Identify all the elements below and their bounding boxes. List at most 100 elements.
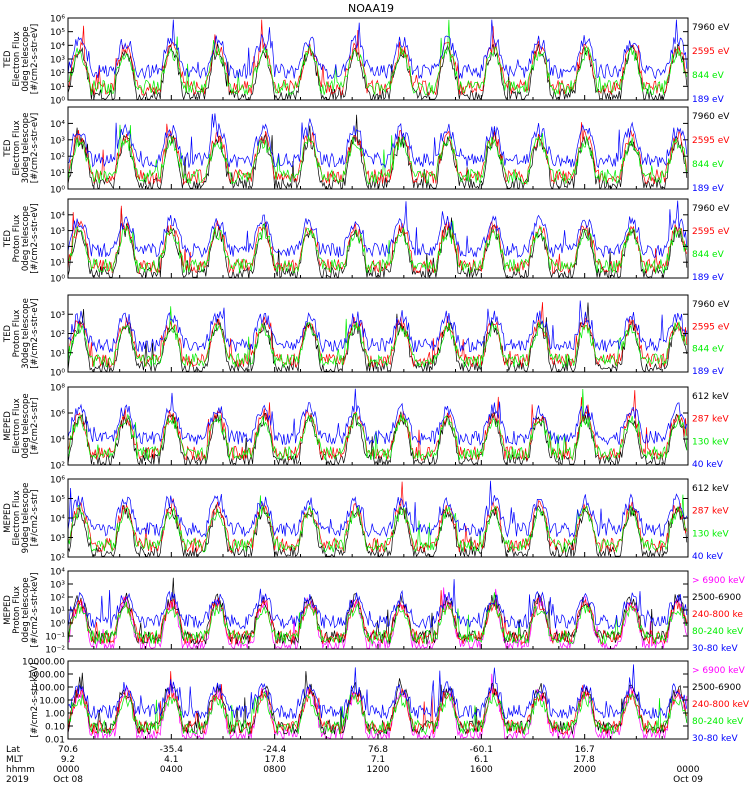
legend-entry: 30-80 keV bbox=[692, 644, 738, 654]
y-tick-label: 10³ bbox=[50, 534, 65, 544]
y-axis-label-line: Proton Flux bbox=[12, 310, 22, 358]
legend-entry: 40 keV bbox=[692, 552, 724, 562]
y-axis-label-line: [#/cm2-s-str] bbox=[30, 490, 40, 547]
y-tick-label: 10⁶ bbox=[50, 410, 65, 420]
series-trace-3-2 bbox=[67, 306, 687, 369]
y-axis-label-line: TED bbox=[3, 324, 13, 343]
y-tick-label: 10² bbox=[50, 153, 65, 163]
legend-entry: 80-240 keV bbox=[692, 627, 744, 637]
panel-meped-proton-90deg: 0.01 0.10 1.00 10.00 100.00 1000.00 10000.00[#… bbox=[22, 658, 750, 746]
x-tick-label-hhmm: 2000 bbox=[573, 765, 596, 775]
y-axis-label-line: 30deg telescope bbox=[21, 298, 31, 369]
series-trace-2-0 bbox=[67, 208, 688, 279]
series-trace-3-3 bbox=[67, 300, 688, 354]
y-tick-label: 10¹ bbox=[50, 349, 65, 359]
series-trace-5-1 bbox=[67, 481, 688, 554]
y-tick-label: 1.00 bbox=[45, 710, 65, 720]
y-tick-label: 10² bbox=[50, 69, 65, 79]
y-axis-label-line: [#/cm2-s-str-keV] bbox=[30, 573, 40, 648]
x-tick-label-hhmm: 0800 bbox=[263, 765, 286, 775]
x-axis-row-label: Lat bbox=[6, 745, 21, 755]
series-trace-1-2 bbox=[67, 124, 688, 185]
y-axis-label-line: Electron Flux bbox=[12, 490, 22, 545]
y-tick-label: 10¹ bbox=[50, 83, 65, 93]
y-axis-label-line: 0deg telescope bbox=[21, 26, 31, 91]
x-tick-label-date: Oct 08 bbox=[53, 775, 83, 785]
series-trace-4-2 bbox=[67, 388, 688, 461]
panel-ted-proton-30deg: 10⁰ 10¹ 10² 10³ TED Proton Flux 30deg telescop… bbox=[3, 294, 730, 379]
y-tick-label: 10⁴ bbox=[50, 120, 65, 130]
legend-entry: 844 eV bbox=[692, 160, 725, 170]
series-trace-6-3 bbox=[67, 592, 687, 645]
panel-meped-electron-0deg: 10² 10⁴ 10⁶ 10⁸ MEPED Electron Flux 0deg teles… bbox=[3, 384, 729, 472]
y-tick-label: 10⁻² bbox=[45, 646, 65, 656]
x-tick-label-mlt: 17.8 bbox=[265, 755, 285, 765]
legend-entry: 80-240 keV bbox=[692, 717, 744, 727]
legend-entry: 240-800 ke bbox=[692, 610, 743, 620]
x-tick-label-lat: 70.6 bbox=[58, 745, 78, 755]
legend-entry: 844 eV bbox=[692, 345, 725, 355]
x-tick-label-mlt: 6.1 bbox=[474, 755, 488, 765]
panel-ted-electron-30deg: 10⁰ 10¹ 10² 10³ 10⁴ TED Electron Flux 30deg tel… bbox=[3, 106, 730, 196]
series-trace-0-1 bbox=[67, 19, 688, 96]
y-tick-label: 0.01 bbox=[45, 736, 65, 746]
x-tick-label-date: Oct 09 bbox=[673, 775, 703, 785]
y-tick-label: 10⁰ bbox=[50, 275, 65, 285]
panel-meped-proton-0deg: 10⁻² 10⁻¹ 10⁰ 10¹ 10² 10³ 10⁴ MEPED Proton Flux 0… bbox=[3, 568, 746, 656]
legend-entry: 7960 eV bbox=[692, 204, 730, 214]
y-axis-label-line: Electron Flux bbox=[12, 398, 22, 453]
y-tick-label: 10³ bbox=[50, 581, 65, 591]
y-axis-label-line: 0deg telescope bbox=[21, 206, 31, 271]
y-axis-label-line: Electron Flux bbox=[12, 120, 22, 175]
legend-entry: 287 keV bbox=[692, 415, 729, 425]
legend-entry: 844 eV bbox=[692, 250, 725, 260]
legend-entry: 7960 eV bbox=[692, 112, 730, 122]
x-tick-label-hhmm: 1600 bbox=[470, 765, 493, 775]
x-tick-label-hhmm: 0400 bbox=[160, 765, 183, 775]
y-axis-label-line: TED bbox=[3, 229, 13, 248]
legend-entry: 189 eV bbox=[692, 95, 725, 105]
x-tick-label-hhmm: 0000 bbox=[57, 765, 80, 775]
x-tick-label-lat: -24.4 bbox=[263, 745, 287, 755]
y-axis-label-line: [#/cm2-s-str-eV] bbox=[30, 113, 40, 183]
series-trace-5-2 bbox=[67, 494, 688, 553]
series-trace-2-2 bbox=[67, 220, 688, 275]
legend-entry: 130 keV bbox=[692, 529, 729, 539]
y-tick-label: 0.10 bbox=[45, 723, 65, 733]
legend-entry: 612 keV bbox=[692, 392, 729, 402]
legend-entry: 189 eV bbox=[692, 367, 725, 377]
y-tick-label: 10² bbox=[50, 243, 65, 253]
legend-entry: 189 eV bbox=[692, 273, 725, 283]
y-axis-label-line: [#/cm2-s-str] bbox=[30, 398, 40, 455]
x-tick-label-mlt: 7.1 bbox=[371, 755, 385, 765]
y-axis-label-line: Proton Flux bbox=[12, 215, 22, 263]
y-tick-label: 10¹ bbox=[50, 607, 65, 617]
y-tick-label: 10⁰ bbox=[50, 97, 65, 107]
x-tick-label-mlt: 17.8 bbox=[575, 755, 595, 765]
legend-entry: 2500-6900 bbox=[692, 683, 741, 693]
y-axis-label-line: MEPED bbox=[3, 595, 13, 625]
legend-entry: 2595 eV bbox=[692, 136, 730, 146]
series-trace-4-3 bbox=[67, 388, 688, 446]
x-tick-label-lat: -35.4 bbox=[160, 745, 184, 755]
legend-entry: 7960 eV bbox=[692, 300, 730, 310]
series-trace-6-4 bbox=[67, 579, 688, 630]
legend-entry: 2500-6900 bbox=[692, 593, 741, 603]
y-tick-label: 10⁴ bbox=[50, 42, 65, 52]
y-axis-label-line: [#/cm2-s-str-eV] bbox=[30, 298, 40, 368]
x-tick-label-hhmm: 0000 bbox=[677, 765, 700, 775]
legend-entry: 30-80 keV bbox=[692, 734, 738, 744]
y-axis-label-line: Electron Flux bbox=[12, 31, 22, 86]
series-trace-2-3 bbox=[67, 200, 688, 259]
y-axis-label-line: [#/cm2-s-str-eV] bbox=[30, 203, 40, 273]
y-tick-label: 10¹ bbox=[50, 169, 65, 179]
y-tick-label: 10³ bbox=[50, 56, 65, 66]
x-tick-label-hhmm: 1200 bbox=[367, 765, 390, 775]
panel-ted-proton-0deg: 10⁰ 10¹ 10² 10³ 10⁴ TED Proton Flux 0deg telesc… bbox=[3, 198, 730, 285]
y-tick-label: 10⁵ bbox=[50, 495, 65, 505]
y-axis-label-line: MEPED bbox=[3, 411, 13, 441]
x-axis-row-label: hhmm bbox=[6, 765, 35, 775]
y-axis-label-line: [#/cm2-s-str-eV] bbox=[30, 24, 40, 94]
